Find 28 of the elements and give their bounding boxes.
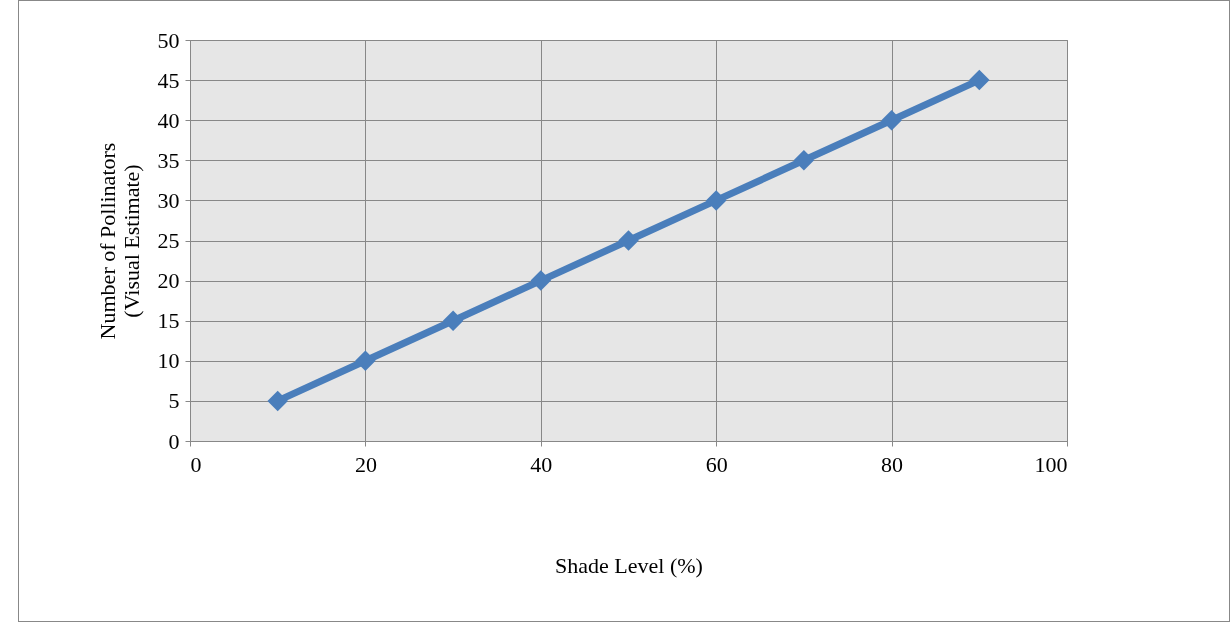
x-tick-label: 60 xyxy=(705,451,728,477)
y-tick-label: 20 xyxy=(157,268,180,294)
y-tick-label: 15 xyxy=(157,308,180,334)
point xyxy=(530,270,552,291)
y-tick-label: 50 xyxy=(157,27,180,53)
point xyxy=(442,310,464,331)
y-tick-label: 45 xyxy=(157,67,180,93)
y-tick-label: 10 xyxy=(157,348,180,374)
x-tick-label: 20 xyxy=(354,451,377,477)
y-tick-label: 25 xyxy=(157,228,180,253)
point xyxy=(881,109,902,131)
y-axis-title: Number of Pollinators (Visual Estimate) xyxy=(94,142,144,340)
x-tick-label: 80 xyxy=(881,451,904,477)
y-tick-label: 0 xyxy=(168,428,180,454)
point xyxy=(969,69,990,91)
y-tick-label: 30 xyxy=(157,187,180,213)
x-tick-label: 40 xyxy=(530,451,553,477)
point xyxy=(793,150,815,171)
point xyxy=(618,230,639,251)
point xyxy=(355,350,376,372)
x-tick-label: 100 xyxy=(1034,451,1068,477)
x-axis-title: Shade Level (%) xyxy=(555,552,703,578)
y-tick-label: 35 xyxy=(157,147,180,173)
point xyxy=(705,190,727,211)
x-tick-label: 0 xyxy=(190,451,202,477)
y-tick-label: 40 xyxy=(157,107,180,133)
y-tick-label: 5 xyxy=(168,388,180,414)
point xyxy=(267,390,288,412)
